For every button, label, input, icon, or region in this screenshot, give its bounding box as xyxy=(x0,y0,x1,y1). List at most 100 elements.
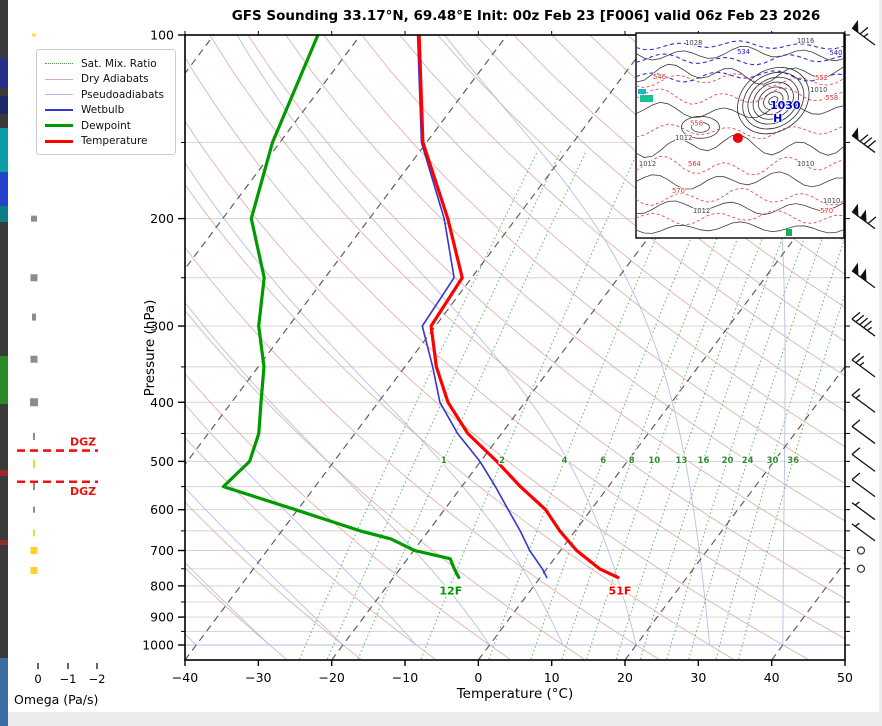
map-contour-label: 1010 xyxy=(823,197,840,205)
x-tick-label: −40 xyxy=(172,670,198,685)
temperature-line xyxy=(417,35,620,580)
window-right-strip xyxy=(879,0,882,726)
sliver-patch xyxy=(0,540,8,545)
omega-marker xyxy=(32,313,36,321)
x-axis-title: Temperature (°C) xyxy=(456,686,574,702)
y-tick-label: 600 xyxy=(150,502,174,517)
dgz-label: DGZ xyxy=(70,436,96,449)
y-tick-label: 900 xyxy=(150,610,174,625)
x-tick-label: −10 xyxy=(392,670,418,685)
mixing-ratio-label: 30 xyxy=(767,456,779,466)
map-contour-label: 558 xyxy=(825,94,838,102)
y-tick-label: 200 xyxy=(150,211,174,226)
legend: Sat. Mix. Ratio Dry Adiabats Pseudoadiabat… xyxy=(36,49,176,155)
legend-line-sample xyxy=(45,94,73,96)
wind-barb xyxy=(851,311,876,337)
x-tick-label: 10 xyxy=(544,670,560,685)
omega-marker xyxy=(30,274,38,282)
map-contour-label: 1010 xyxy=(797,160,814,168)
omega-marker xyxy=(30,355,38,363)
y-tick-label: 700 xyxy=(150,543,174,558)
legend-line-sample xyxy=(45,63,73,65)
omega-marker xyxy=(30,398,38,407)
mixing-ratio-label: 24 xyxy=(742,456,754,466)
pseudoadiabat-lines xyxy=(185,35,845,646)
legend-line-sample xyxy=(45,124,73,128)
map-contour-label: H xyxy=(773,112,782,125)
wind-barb xyxy=(851,262,876,289)
legend-line-sample xyxy=(45,109,73,112)
wind-barb xyxy=(851,388,876,413)
wind-barb xyxy=(851,501,876,521)
legend-item-label: Temperature xyxy=(81,135,148,148)
legend-item-label: Pseudoadiabats xyxy=(81,88,164,101)
x-tick-label: −20 xyxy=(318,670,344,685)
legend-item: Wetbulb xyxy=(45,103,167,119)
surface-temp-label: 12F xyxy=(439,584,462,597)
dewpoint-line xyxy=(221,35,461,580)
map-contour-label: 546 xyxy=(653,73,666,81)
mixing-ratio-label: 1 xyxy=(441,456,447,466)
background-window-sliver xyxy=(0,0,8,726)
dgz-label: DGZ xyxy=(70,485,96,498)
legend-item: Dry Adiabats xyxy=(45,72,167,88)
wind-barb xyxy=(856,564,866,573)
sliver-patch xyxy=(0,96,8,114)
wind-barb xyxy=(851,352,876,378)
wind-barb xyxy=(851,419,876,444)
sliver-patch xyxy=(0,356,8,404)
omega-marker xyxy=(33,529,35,537)
x-tick-label: 0 xyxy=(474,670,482,685)
omega-tick-label: 0 xyxy=(34,672,41,686)
mixing-ratio-label: 4 xyxy=(562,456,568,466)
map-contour-label: 540 xyxy=(829,49,842,57)
wind-barb xyxy=(851,522,876,542)
sliver-patch xyxy=(0,206,8,222)
x-tick-label: 30 xyxy=(690,670,706,685)
sliver-patch xyxy=(0,470,8,476)
mixing-ratio-label: 10 xyxy=(648,456,660,466)
sliver-patch xyxy=(0,658,8,726)
y-tick-label: 800 xyxy=(150,578,174,593)
wind-barb xyxy=(851,472,876,498)
y-tick-label: 100 xyxy=(150,28,174,43)
mixing-ratio-label: 36 xyxy=(787,456,799,466)
wind-barb xyxy=(851,127,877,153)
legend-line-sample xyxy=(45,139,73,143)
chart-title: GFS Sounding 33.17°N, 69.48°E Init: 00z … xyxy=(231,8,821,24)
legend-line-sample xyxy=(45,78,73,80)
y-tick-label: 400 xyxy=(150,395,174,410)
x-tick-label: 40 xyxy=(764,670,780,685)
y-tick-label: 1000 xyxy=(142,638,174,653)
x-tick-label: 20 xyxy=(617,670,633,685)
omega-marker xyxy=(33,483,35,491)
window-bottom-strip xyxy=(8,712,882,726)
sliver-patch xyxy=(0,128,8,172)
map-contour-label: 570 xyxy=(820,207,833,215)
mixing-ratio-label: 16 xyxy=(698,456,710,466)
wetbulb-line xyxy=(416,35,548,579)
omega-marker xyxy=(30,567,38,575)
sat-mixing-ratio-lines xyxy=(298,150,845,660)
surface-temp-label: 51F xyxy=(609,584,632,597)
legend-item: Dewpoint xyxy=(45,118,167,134)
omega-marker xyxy=(33,460,35,469)
map-contour-label: 570 xyxy=(672,187,685,195)
mixing-ratio-label: 13 xyxy=(676,456,688,466)
mixing-ratio-label: 20 xyxy=(722,456,734,466)
wind-barb xyxy=(851,447,876,472)
sliver-patch xyxy=(0,58,8,88)
map-contour-label: 1030 xyxy=(770,99,801,112)
y-tick-label: 300 xyxy=(150,319,174,334)
legend-item-label: Sat. Mix. Ratio xyxy=(81,57,157,70)
map-contour-label: 1012 xyxy=(675,134,692,142)
legend-item: Sat. Mix. Ratio xyxy=(45,56,167,72)
omega-marker xyxy=(33,506,35,513)
map-contour-label: 1028 xyxy=(685,39,702,47)
map-contour-label: 1012 xyxy=(639,160,656,168)
mixing-ratio-labels: 1 2 4 6 8 10 13 16 20 24 30 36 xyxy=(440,455,801,468)
x-tick-label: 50 xyxy=(837,670,853,685)
